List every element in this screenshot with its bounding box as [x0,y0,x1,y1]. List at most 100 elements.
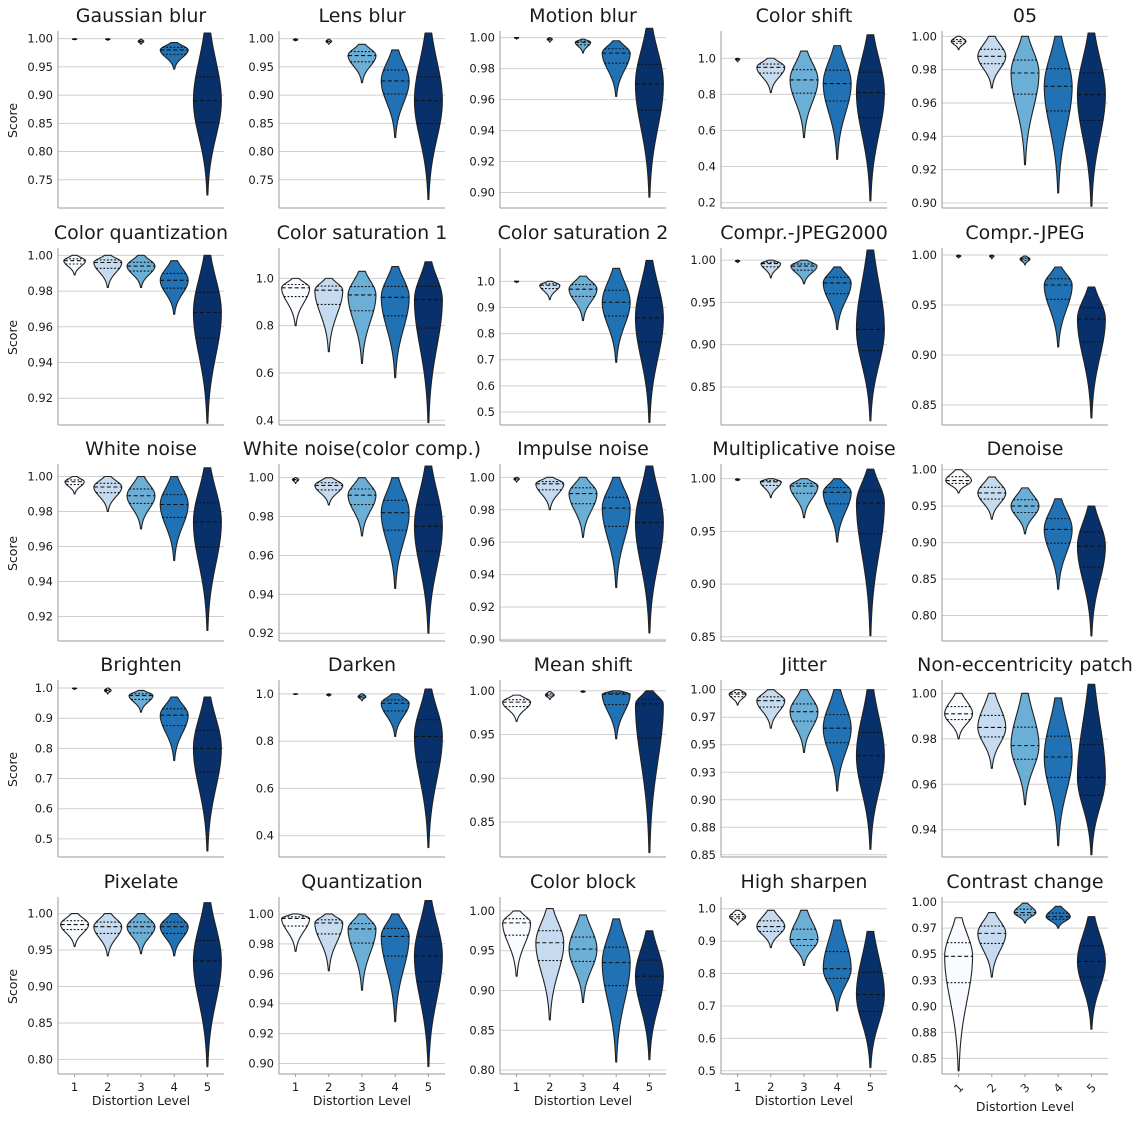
y-tick-label: 0.8 [698,967,716,981]
y-tick-label: 0.75 [27,173,53,187]
y-tick-label: 1.0 [698,51,716,65]
violin-body [855,468,885,637]
panel-title: Impulse noise [517,438,649,460]
panel-title: White noise(color comp.) [243,438,481,460]
y-tick-label: 0.80 [27,1052,53,1066]
y-tick-label: 0.92 [248,626,274,640]
panel-title: Color saturation 1 [277,222,448,244]
panel-title: Denoise [987,438,1064,460]
violin-body [126,475,156,530]
violin-body [855,249,885,422]
y-tick-label: 0.95 [690,524,716,538]
x-tick-label: 4 [392,1080,399,1094]
y-tick-label: 0.95 [27,60,53,74]
violin-body [314,477,344,506]
violin-body [314,277,344,353]
violin-body [789,909,819,966]
y-tick-label: 0.85 [690,630,716,644]
y-tick-label: 0.90 [911,536,937,550]
violin-body [502,694,532,722]
panel-title: Mean shift [534,654,633,676]
x-tick-label: 2 [325,1080,332,1094]
violin-body [192,32,222,196]
x-tick-label: 5 [646,1080,653,1094]
y-tick-label: 0.90 [911,196,937,210]
violin-body [93,475,123,513]
x-tick-label: 1 [71,1080,78,1094]
panel: Color saturation 2 0.5 0.6 0.7 0.8 0.9 1.0 [477,222,668,426]
panel: White noise(color comp.) 0.92 0.94 0.96 0.98… [243,438,481,642]
panel: Impulse noise 0.90 0.92 0.94 0.96 0.98 1.00 [469,438,666,646]
y-tick-label: 0.98 [469,62,495,76]
x-axis-label: Distortion Level [313,1093,411,1108]
y-tick-label: 1.00 [911,248,937,262]
y-tick-label: 0.96 [911,96,937,110]
violin-body [634,27,664,198]
y-tick-label: 0.96 [248,548,274,562]
panel-title: Color quantization [54,222,228,244]
y-tick-label: 0.98 [27,505,53,519]
y-tick-label: 0.95 [27,943,53,957]
violin-body [1076,286,1106,419]
violin-body [568,914,598,1003]
y-tick-label: 0.96 [248,967,274,981]
y-tick-label: 0.85 [911,398,937,412]
y-tick-label: 1.0 [256,271,274,285]
panel: Denoise 0.80 0.85 0.90 0.95 1.00 [911,438,1108,642]
y-tick-label: 0.90 [911,348,937,362]
x-tick-label: 1 [734,1080,741,1094]
y-tick-label: 0.94 [248,997,274,1011]
y-tick-label: 1.00 [248,32,274,46]
x-tick-label: 4 [171,1080,178,1094]
violin-body [568,275,598,322]
y-tick-label: 1.00 [27,248,53,262]
violin-body [1043,266,1073,348]
panel: Compr.-JPEG 0.85 0.90 0.95 1.00 [911,222,1108,426]
y-tick-label: 0.92 [911,163,937,177]
y-tick-label: 0.97 [690,710,716,724]
violin-body [413,899,443,1068]
y-tick-label: 0.92 [469,155,495,169]
violin-body [729,909,747,926]
x-axis-label: Distortion Level [92,1093,190,1108]
y-tick-label: 0.93 [911,973,937,987]
x-tick-label: 4 [613,1080,620,1094]
y-tick-label: 0.90 [690,338,716,352]
violin-body [756,909,786,949]
panel: Multiplicative noise 0.85 0.90 0.95 1.00 [690,438,895,644]
violin-body [347,477,377,537]
violin-body [568,476,598,538]
y-axis-label: Score [5,320,20,355]
y-tick-label: 1.00 [690,472,716,486]
y-tick-label: 0.8 [256,734,274,748]
violin-body [601,476,631,589]
y-tick-label: 1.00 [911,895,937,909]
panel: Compr.-JPEG2000 0.85 0.90 0.95 1.00 [690,222,888,426]
x-tick-label: 1 [292,1080,299,1094]
y-tick-label: 0.85 [690,848,716,862]
y-axis-label: Score [5,536,20,571]
y-tick-label: 0.97 [911,921,937,935]
violin-body [281,913,311,952]
violin-body [159,260,189,315]
panel-title: Contrast change [946,871,1103,893]
y-tick-label: 0.94 [469,568,495,582]
panel-title: Color shift [756,5,853,27]
panel: Jitter 0.85 0.88 0.90 0.93 0.95 0.97 1.00 [690,654,887,862]
y-tick-label: 0.96 [469,93,495,107]
y-tick-label: 0.95 [690,738,716,752]
violin-body [601,40,631,98]
violin-body [855,930,885,1069]
violin-body [159,475,189,562]
panel-title: Pixelate [104,871,179,893]
violin-body [822,45,852,160]
y-tick-label: 1.00 [911,29,937,43]
violin-body [822,919,852,1012]
x-tick-label: 4 [834,1080,841,1094]
y-tick-label: 1.00 [248,907,274,921]
y-tick-label: 0.85 [690,380,716,394]
panel-title: Darken [328,654,396,676]
y-tick-label: 0.96 [469,535,495,549]
y-tick-label: 1.00 [911,463,937,477]
